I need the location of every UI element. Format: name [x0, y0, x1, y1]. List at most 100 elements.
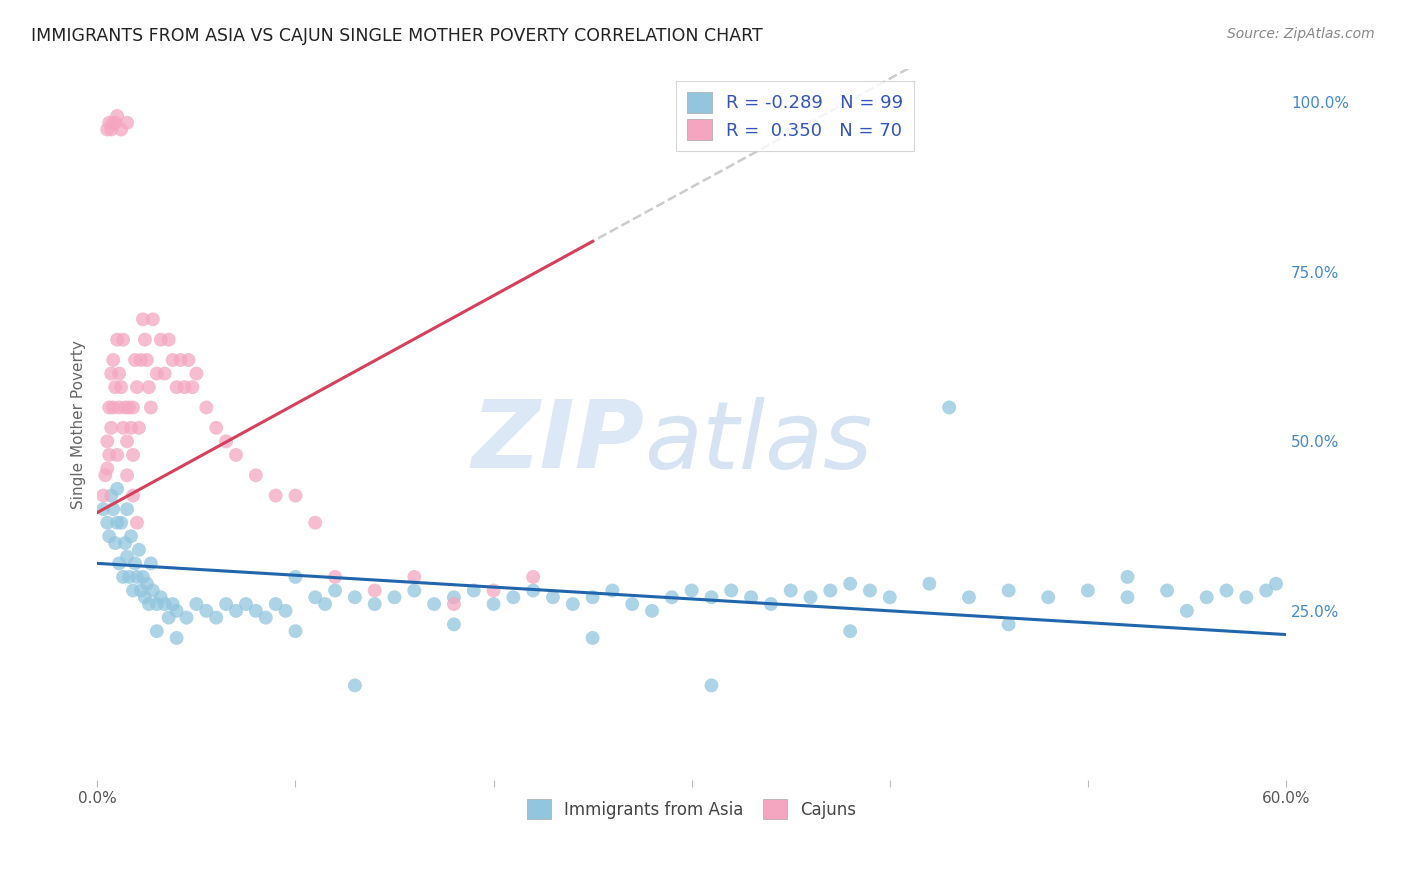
Point	[195, 401, 218, 415]
Point	[124, 353, 146, 368]
Point	[363, 597, 385, 611]
Point	[98, 116, 121, 130]
Point	[122, 489, 145, 503]
Point	[839, 624, 862, 639]
Point	[96, 122, 118, 136]
Point	[118, 570, 141, 584]
Point	[284, 489, 307, 503]
Point	[173, 380, 195, 394]
Point	[157, 610, 180, 624]
Point	[98, 529, 121, 543]
Point	[96, 434, 118, 449]
Point	[1215, 583, 1237, 598]
Point	[112, 333, 135, 347]
Point	[343, 591, 366, 605]
Point	[110, 122, 132, 136]
Point	[195, 604, 218, 618]
Point	[879, 591, 901, 605]
Point	[105, 333, 128, 347]
Point	[135, 576, 157, 591]
Point	[740, 591, 762, 605]
Point	[100, 421, 122, 435]
Point	[128, 421, 150, 435]
Point	[957, 591, 980, 605]
Point	[561, 597, 583, 611]
Point	[482, 597, 505, 611]
Point	[215, 434, 238, 449]
Point	[100, 367, 122, 381]
Point	[423, 597, 446, 611]
Point	[91, 502, 114, 516]
Point	[125, 516, 148, 530]
Point	[681, 583, 703, 598]
Point	[134, 333, 156, 347]
Point	[343, 678, 366, 692]
Point	[157, 333, 180, 347]
Point	[918, 576, 941, 591]
Point	[859, 583, 882, 598]
Point	[105, 448, 128, 462]
Point	[94, 468, 117, 483]
Point	[122, 401, 145, 415]
Point	[120, 529, 142, 543]
Point	[110, 380, 132, 394]
Point	[1116, 591, 1139, 605]
Point	[146, 597, 169, 611]
Point	[146, 367, 169, 381]
Point	[541, 591, 564, 605]
Point	[139, 401, 162, 415]
Point	[115, 549, 138, 564]
Point	[205, 421, 228, 435]
Point	[118, 401, 141, 415]
Point	[1265, 576, 1288, 591]
Point	[162, 597, 184, 611]
Point	[139, 557, 162, 571]
Legend: Immigrants from Asia, Cajuns: Immigrants from Asia, Cajuns	[520, 793, 863, 825]
Point	[104, 380, 127, 394]
Point	[1116, 570, 1139, 584]
Point	[103, 353, 125, 368]
Point	[166, 604, 188, 618]
Point	[149, 591, 172, 605]
Point	[122, 448, 145, 462]
Text: atlas: atlas	[644, 397, 872, 488]
Point	[98, 401, 121, 415]
Point	[138, 597, 160, 611]
Point	[323, 570, 346, 584]
Point	[129, 353, 152, 368]
Point	[166, 631, 188, 645]
Point	[108, 557, 131, 571]
Point	[602, 583, 624, 598]
Point	[225, 448, 247, 462]
Point	[149, 333, 172, 347]
Point	[264, 597, 287, 611]
Point	[103, 502, 125, 516]
Point	[108, 367, 131, 381]
Point	[129, 583, 152, 598]
Point	[162, 353, 184, 368]
Point	[779, 583, 801, 598]
Point	[132, 312, 155, 326]
Point	[720, 583, 742, 598]
Point	[245, 468, 267, 483]
Point	[138, 380, 160, 394]
Y-axis label: Single Mother Poverty: Single Mother Poverty	[72, 340, 86, 508]
Point	[304, 591, 326, 605]
Point	[997, 617, 1019, 632]
Point	[1156, 583, 1178, 598]
Text: ZIP: ZIP	[471, 396, 644, 488]
Point	[264, 489, 287, 503]
Point	[100, 122, 122, 136]
Point	[112, 421, 135, 435]
Point	[1077, 583, 1099, 598]
Point	[125, 570, 148, 584]
Point	[177, 353, 200, 368]
Point	[284, 570, 307, 584]
Point	[132, 570, 155, 584]
Point	[104, 536, 127, 550]
Point	[1175, 604, 1198, 618]
Point	[404, 583, 426, 598]
Point	[166, 380, 188, 394]
Point	[103, 401, 125, 415]
Point	[997, 583, 1019, 598]
